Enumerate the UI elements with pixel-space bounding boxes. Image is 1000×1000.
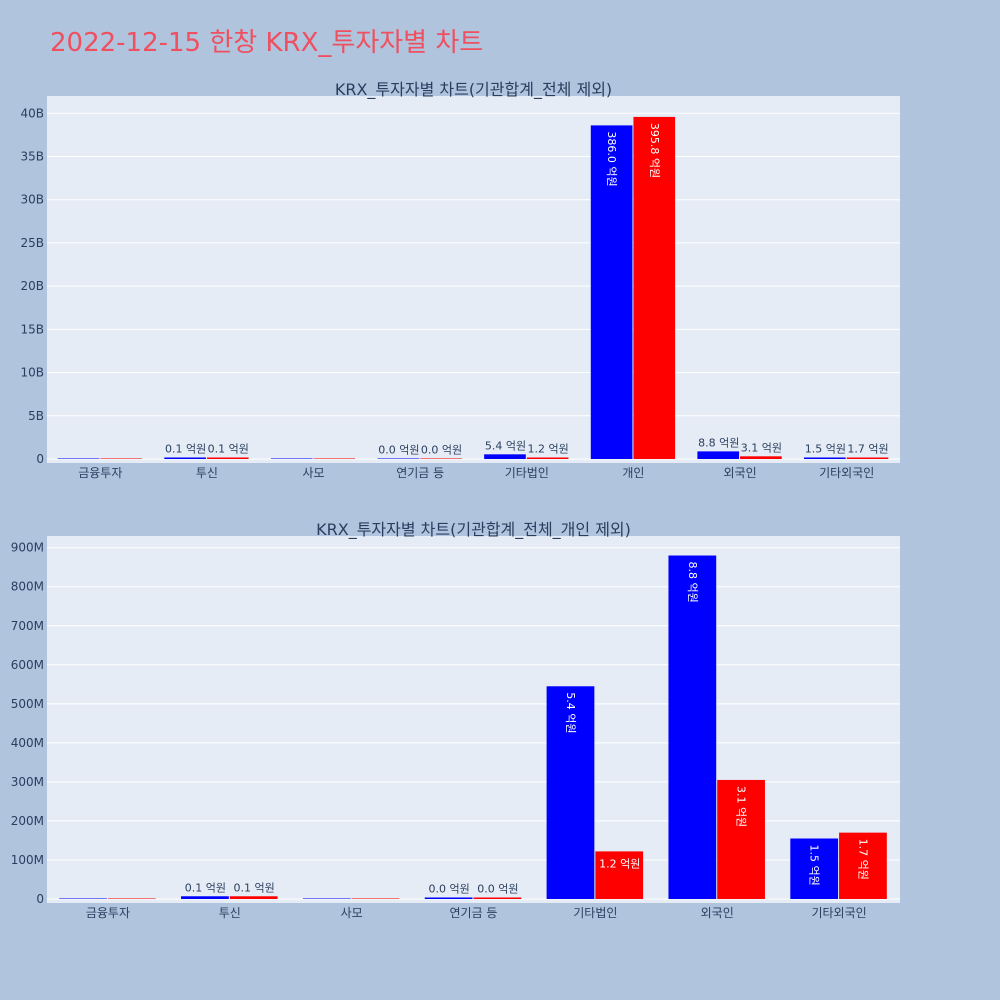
y-tick-label: 100M xyxy=(11,853,44,867)
bar-red xyxy=(839,832,887,899)
bar-value-label: 0.1 억원 xyxy=(165,443,206,456)
x-tick-label: 투신 xyxy=(196,466,218,480)
bar-red xyxy=(717,779,765,899)
chart-2: KRX_투자자별 차트(기관합계_전체_개인 제외) 0 100M 200M 300M 4… xyxy=(11,520,900,920)
x-tick-label: 투신 xyxy=(219,906,241,920)
y-tick-label: 700M xyxy=(11,619,44,633)
y-tick-label: 300M xyxy=(11,775,44,789)
x-tick-label: 연기금 등 xyxy=(450,906,498,920)
x-tick-label: 외국인 xyxy=(724,466,757,480)
x-tick-label: 금융투자 xyxy=(86,906,130,920)
bar-red xyxy=(473,897,522,899)
x-tick-label: 개인 xyxy=(622,466,644,480)
bar-value-label: 386.0 억원 xyxy=(605,131,618,186)
bar-red xyxy=(633,116,676,459)
bar-blue xyxy=(790,838,839,899)
x-tick-label: 사모 xyxy=(303,466,325,480)
bar-value-label: 5.4 억원 xyxy=(485,439,526,452)
bar-value-label: 0.1 억원 xyxy=(208,443,249,456)
x-tick-label: 외국인 xyxy=(701,906,734,920)
bar-red xyxy=(595,851,644,899)
bar-value-label: 0.0 억원 xyxy=(477,883,518,896)
bar-value-label: 0.0 억원 xyxy=(378,444,419,457)
bar-blue xyxy=(424,897,473,899)
bar-value-label: 5.4 억원 xyxy=(564,692,577,733)
y-tick-label: 30B xyxy=(20,193,44,207)
y-tick-label: 0 xyxy=(36,892,44,906)
x-tick-label: 금융투자 xyxy=(78,466,122,480)
chart-title: KRX_투자자별 차트(기관합계_전체 제외) xyxy=(335,80,612,100)
bar-value-label: 8.8 억원 xyxy=(686,562,699,603)
bar-red xyxy=(351,898,400,899)
bar-value-label: 3.1 억원 xyxy=(741,441,782,454)
bar-red xyxy=(100,458,142,459)
bar-blue xyxy=(804,457,846,459)
bar-value-label: 1.7 억원 xyxy=(856,839,869,880)
bar-value-label: 395.8 억원 xyxy=(648,123,661,178)
bar-value-label: 0.1 억원 xyxy=(185,881,226,894)
bar-blue xyxy=(181,896,229,899)
y-tick-label: 400M xyxy=(11,736,44,750)
x-tick-label: 기타법인 xyxy=(505,466,549,480)
bar-red xyxy=(846,457,889,459)
bar-value-label: 3.1 억원 xyxy=(735,786,748,827)
plot-area xyxy=(47,96,900,463)
y-tick-label: 35B xyxy=(20,150,44,164)
plot-area xyxy=(47,536,900,903)
chart-title: KRX_투자자별 차트(기관합계_전체_개인 제외) xyxy=(316,520,631,540)
bar-blue xyxy=(270,458,313,459)
y-tick-label: 40B xyxy=(20,106,44,120)
x-tick-label: 기타외국인 xyxy=(811,906,866,920)
x-tick-label: 사모 xyxy=(341,906,363,920)
bar-blue xyxy=(484,454,526,459)
y-tick-label: 5B xyxy=(28,409,44,423)
chart-1: KRX_투자자별 차트(기관합계_전체 제외) 0 5B 10B 15B 20B 25B 30… xyxy=(20,80,900,480)
bar-value-label: 0.0 억원 xyxy=(421,444,462,457)
y-tick-label: 600M xyxy=(11,658,44,672)
bar-blue xyxy=(59,898,107,899)
bar-blue xyxy=(546,686,595,899)
bar-red xyxy=(107,898,156,899)
y-tick-label: 20B xyxy=(20,279,44,293)
bar-blue xyxy=(377,458,420,459)
bar-value-label: 1.5 억원 xyxy=(808,845,821,886)
y-tick-label: 800M xyxy=(11,580,44,594)
bar-value-label: 1.2 억원 xyxy=(599,857,640,870)
bar-value-label: 1.7 억원 xyxy=(847,443,888,456)
bar-value-label: 8.8 억원 xyxy=(698,436,739,449)
bar-red xyxy=(206,457,249,459)
y-tick-label: 15B xyxy=(20,322,44,336)
bar-red xyxy=(420,458,462,459)
y-tick-label: 25B xyxy=(20,236,44,250)
bar-value-label: 1.2 억원 xyxy=(528,443,569,456)
x-tick-label: 기타법인 xyxy=(573,906,617,920)
bar-red xyxy=(229,896,278,899)
bar-blue xyxy=(164,457,206,459)
bar-red xyxy=(526,457,569,459)
x-tick-label: 기타외국인 xyxy=(819,466,874,480)
page-title: 2022-12-15 한창 KRX_투자자별 차트 xyxy=(50,28,484,58)
bar-value-label: 0.0 억원 xyxy=(429,883,470,896)
y-tick-label: 10B xyxy=(20,366,44,380)
bar-blue xyxy=(57,458,100,459)
y-tick-label: 0 xyxy=(36,452,44,466)
y-tick-label: 900M xyxy=(11,541,44,555)
bar-blue xyxy=(668,555,717,899)
bar-value-label: 0.1 억원 xyxy=(234,881,275,894)
bar-value-label: 1.5 억원 xyxy=(805,443,846,456)
bar-red xyxy=(313,458,356,459)
bar-red xyxy=(740,456,782,459)
x-tick-label: 연기금 등 xyxy=(396,466,444,480)
bar-blue xyxy=(590,125,633,459)
y-tick-label: 200M xyxy=(11,814,44,828)
bar-blue xyxy=(697,451,740,459)
y-tick-label: 500M xyxy=(11,697,44,711)
bar-blue xyxy=(302,898,351,899)
